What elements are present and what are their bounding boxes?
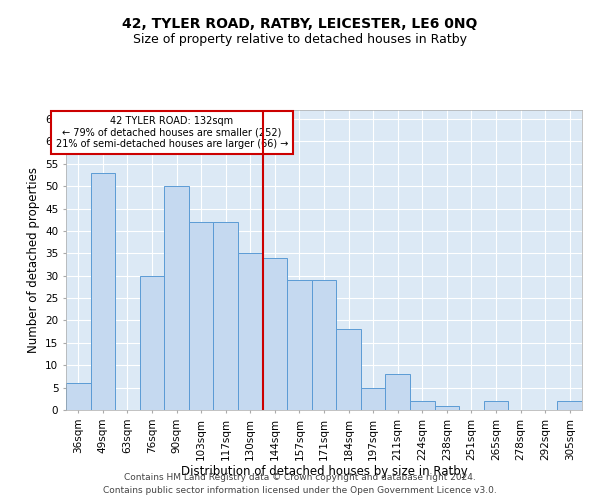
Bar <box>66 383 91 410</box>
Bar <box>312 280 336 410</box>
Text: 42, TYLER ROAD, RATBY, LEICESTER, LE6 0NQ: 42, TYLER ROAD, RATBY, LEICESTER, LE6 0N… <box>122 18 478 32</box>
Bar <box>238 254 263 410</box>
Bar <box>361 388 385 410</box>
Bar <box>484 401 508 410</box>
X-axis label: Distribution of detached houses by size in Ratby: Distribution of detached houses by size … <box>181 466 467 478</box>
Bar <box>214 222 238 410</box>
Y-axis label: Number of detached properties: Number of detached properties <box>26 167 40 353</box>
Text: 42 TYLER ROAD: 132sqm
← 79% of detached houses are smaller (252)
21% of semi-det: 42 TYLER ROAD: 132sqm ← 79% of detached … <box>56 116 288 149</box>
Bar <box>189 222 214 410</box>
Bar <box>164 186 189 410</box>
Bar <box>140 276 164 410</box>
Bar <box>557 401 582 410</box>
Bar <box>287 280 312 410</box>
Text: Size of property relative to detached houses in Ratby: Size of property relative to detached ho… <box>133 32 467 46</box>
Bar <box>336 330 361 410</box>
Text: Contains HM Land Registry data © Crown copyright and database right 2024.
Contai: Contains HM Land Registry data © Crown c… <box>103 473 497 495</box>
Bar <box>410 401 434 410</box>
Bar <box>385 374 410 410</box>
Bar <box>91 172 115 410</box>
Bar <box>434 406 459 410</box>
Bar <box>263 258 287 410</box>
